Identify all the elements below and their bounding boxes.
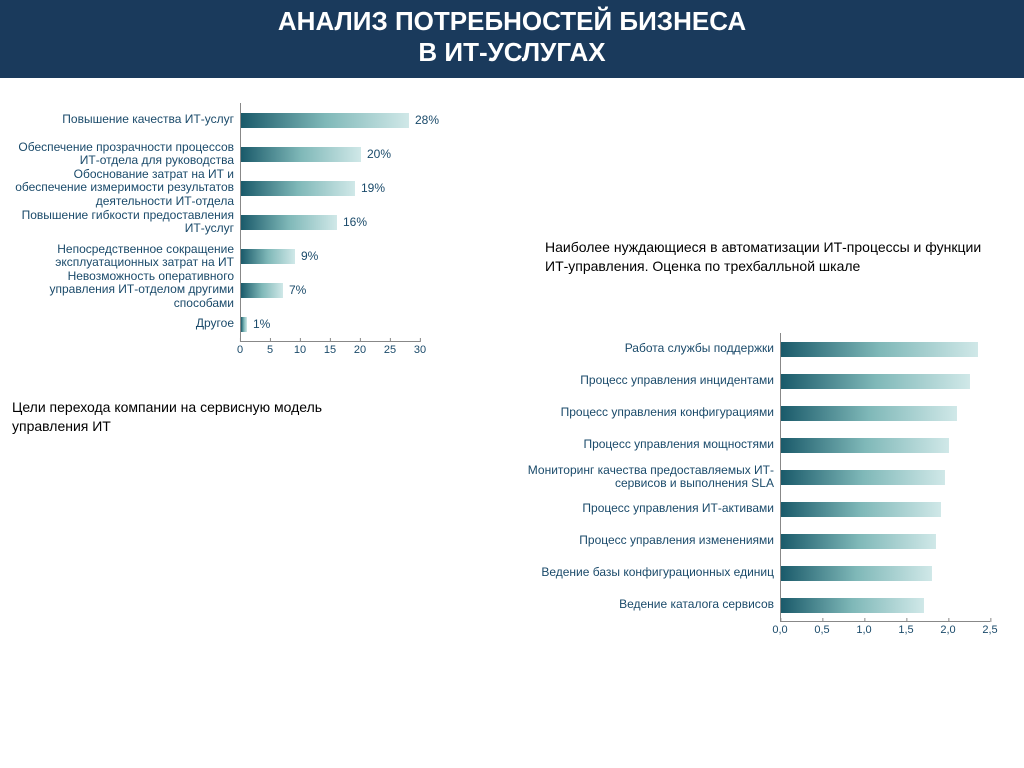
bar-row: Повышение гибкости предоставления ИТ-усл…	[10, 205, 470, 239]
bar-row: Процесс управления мощностями	[500, 429, 1005, 461]
bar: 9%	[241, 249, 295, 264]
chart-processes-description: Наиболее нуждающиеся в автоматизации ИТ-…	[545, 238, 985, 274]
x-axis: 0,00,51,01,52,02,5	[780, 621, 990, 639]
x-tick: 2,5	[982, 622, 997, 636]
bar-track: 7%	[240, 273, 420, 307]
bar	[781, 534, 936, 549]
bar-track: 9%	[240, 239, 420, 273]
x-tick: 1,5	[898, 622, 913, 636]
bar-value: 9%	[301, 249, 318, 263]
bar-row: Повышение качества ИТ-услуг28%	[10, 103, 470, 137]
x-tick: 0,5	[814, 622, 829, 636]
bar-track: 19%	[240, 171, 420, 205]
bar-track: 1%	[240, 307, 420, 341]
bar	[781, 342, 978, 357]
bar-track	[780, 461, 990, 493]
chart-goals-description: Цели перехода компании на сервисную моде…	[12, 398, 392, 434]
bar-label: Ведение базы конфигурационных единиц	[500, 566, 780, 580]
chart-goals: Повышение качества ИТ-услуг28%Обеспечени…	[10, 103, 470, 359]
bar-row: Процесс управления инцидентами	[500, 365, 1005, 397]
x-tick: 0,0	[772, 622, 787, 636]
bar	[781, 566, 932, 581]
bar-track	[780, 589, 990, 621]
bar-label: Процесс управления изменениями	[500, 534, 780, 548]
bar-label: Процесс управления мощностями	[500, 438, 780, 452]
bar-value: 19%	[361, 181, 385, 195]
bar-label: Повышение гибкости предоставления ИТ-усл…	[10, 209, 240, 237]
bar-label: Ведение каталога сервисов	[500, 598, 780, 612]
bar-value: 1%	[253, 317, 270, 331]
bar-row: Ведение каталога сервисов	[500, 589, 1005, 621]
bar-row: Обоснование затрат на ИТ и обеспечение и…	[10, 171, 470, 205]
bar: 1%	[241, 317, 247, 332]
bar: 7%	[241, 283, 283, 298]
chart-processes: Работа службы поддержки Процесс управлени…	[500, 333, 1005, 639]
bar-track	[780, 525, 990, 557]
bar-track	[780, 397, 990, 429]
bar	[781, 438, 949, 453]
bar: 19%	[241, 181, 355, 196]
bar-row: Процесс управления изменениями	[500, 525, 1005, 557]
bar-label: Обеспечение прозрачности процессов ИТ-от…	[10, 141, 240, 169]
bar-row: Невозможность оперативного управления ИТ…	[10, 273, 470, 307]
bar-row: Мониторинг качества предоставляемых ИТ-с…	[500, 461, 1005, 493]
bar-track	[780, 429, 990, 461]
x-tick: 30	[414, 342, 426, 356]
bar-value: 28%	[415, 113, 439, 127]
bar	[781, 406, 957, 421]
bar-track: 20%	[240, 137, 420, 171]
bar	[781, 502, 941, 517]
x-tick: 0	[237, 342, 243, 356]
x-tick: 10	[294, 342, 306, 356]
bar-track	[780, 493, 990, 525]
bar-track: 16%	[240, 205, 420, 239]
page-header: АНАЛИЗ ПОТРЕБНОСТЕЙ БИЗНЕСА В ИТ-УСЛУГАХ	[0, 0, 1024, 78]
header-line1: АНАЛИЗ ПОТРЕБНОСТЕЙ БИЗНЕСА	[0, 6, 1024, 37]
bar-row: Ведение базы конфигурационных единиц	[500, 557, 1005, 589]
x-tick: 15	[324, 342, 336, 356]
bar-label: Непосредственное сокращение эксплуатацио…	[10, 243, 240, 271]
bar	[781, 470, 945, 485]
content-area: Повышение качества ИТ-услуг28%Обеспечени…	[0, 78, 1024, 758]
bar	[781, 374, 970, 389]
bar-row: Другое1%	[10, 307, 470, 341]
bar-label: Повышение качества ИТ-услуг	[10, 113, 240, 127]
bar-label: Процесс управления ИТ-активами	[500, 502, 780, 516]
x-axis: 051015202530	[240, 341, 420, 359]
bar-row: Работа службы поддержки	[500, 333, 1005, 365]
x-tick: 2,0	[940, 622, 955, 636]
bar-track	[780, 365, 990, 397]
bar-row: Процесс управления конфигурациями	[500, 397, 1005, 429]
header-line2: В ИТ-УСЛУГАХ	[0, 37, 1024, 68]
bar-label: Обоснование затрат на ИТ и обеспечение и…	[10, 168, 240, 209]
bar	[781, 598, 924, 613]
bar-value: 7%	[289, 283, 306, 297]
bar: 16%	[241, 215, 337, 230]
bar: 28%	[241, 113, 409, 128]
bar-label: Процесс управления конфигурациями	[500, 406, 780, 420]
x-tick: 1,0	[856, 622, 871, 636]
bar-row: Процесс управления ИТ-активами	[500, 493, 1005, 525]
x-tick: 5	[267, 342, 273, 356]
bar-label: Мониторинг качества предоставляемых ИТ-с…	[500, 464, 780, 492]
bar: 20%	[241, 147, 361, 162]
x-tick: 20	[354, 342, 366, 356]
bar-track: 28%	[240, 103, 420, 137]
bar-track	[780, 333, 990, 365]
bar-track	[780, 557, 990, 589]
bar-value: 20%	[367, 147, 391, 161]
bar-value: 16%	[343, 215, 367, 229]
bar-label: Работа службы поддержки	[500, 342, 780, 356]
bar-label: Процесс управления инцидентами	[500, 374, 780, 388]
bar-label: Другое	[10, 317, 240, 331]
bar-label: Невозможность оперативного управления ИТ…	[10, 270, 240, 311]
x-tick: 25	[384, 342, 396, 356]
